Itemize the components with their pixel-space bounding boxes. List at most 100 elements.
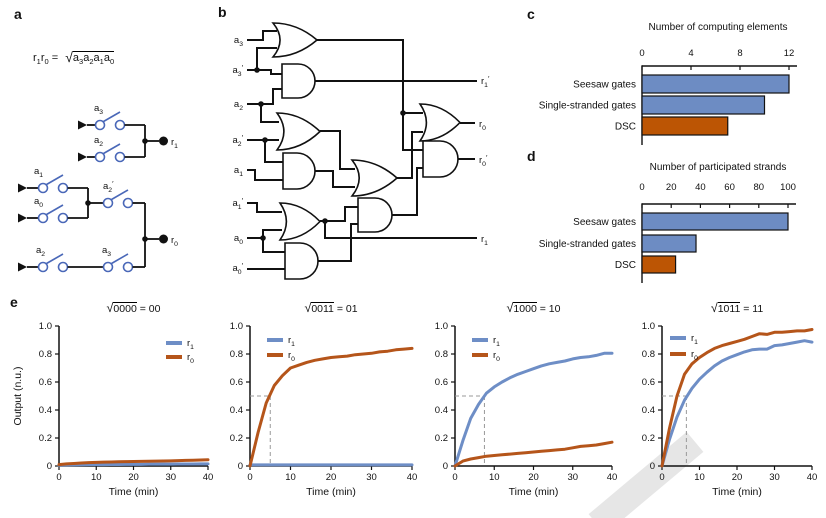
- bar: [641, 234, 697, 253]
- input-arrow-icon: [18, 213, 27, 223]
- and-gate: [422, 140, 459, 178]
- x-tick-label: 20: [666, 182, 677, 193]
- line-chart-sqrt-0000: √0000 = 00 0 0.2 0.4 0.6 0.8 1.0 0 10 20 30 40 Time …: [8, 298, 213, 516]
- series-r1: [453, 351, 614, 468]
- legend-label-r1: r1: [187, 338, 194, 351]
- panel-label-c: c: [527, 6, 535, 22]
- x-tick-label: 20: [128, 472, 139, 483]
- y-tick-label: 0.8: [642, 349, 655, 360]
- output-label-r0: r0: [479, 119, 486, 132]
- y-tick-label: 0.8: [39, 349, 52, 360]
- or-gate: [271, 22, 319, 58]
- x-tick-label: 8: [737, 48, 742, 59]
- plot: 0 0.2 0.4 0.6 0.8 1.0 0 10 20 30 40 Time (min) Outpu…: [12, 321, 213, 498]
- x-tick-label: 10: [285, 472, 296, 483]
- chart-title: √0011 = 01: [304, 301, 358, 315]
- category-label: Single-stranded gates: [539, 239, 636, 250]
- x-tick-label: 40: [695, 182, 706, 193]
- switch-lever: [46, 174, 64, 186]
- switch-lever: [46, 253, 64, 265]
- legend-label-r0: r0: [187, 352, 194, 365]
- category-label: Single-stranded gates: [539, 101, 636, 112]
- wire: [318, 223, 361, 262]
- category-label: DSC: [615, 122, 636, 133]
- bar: [641, 116, 729, 136]
- y-tick-label: 0.6: [230, 377, 243, 388]
- y-tick-label: 0.4: [230, 405, 243, 416]
- legend-label-r1: r1: [288, 335, 295, 348]
- category-label: DSC: [615, 260, 636, 271]
- y-tick-label: 0.6: [642, 377, 655, 388]
- input-label-a2p: a2′: [232, 133, 243, 148]
- wire: [247, 169, 285, 181]
- x-tick-label: 60: [724, 182, 735, 193]
- legend-label-r1: r1: [691, 333, 698, 346]
- panel-label-d: d: [527, 148, 536, 164]
- wire: [317, 39, 426, 151]
- x-tick-label: 0: [639, 182, 644, 193]
- switch-lever: [103, 111, 121, 123]
- switch-contact: [37, 182, 49, 194]
- or-gate: [275, 112, 322, 151]
- input-arrow-icon: [18, 183, 27, 193]
- input-label-a3p: a3′: [232, 63, 243, 78]
- switch-contact: [37, 212, 49, 224]
- y-tick-label: 0.4: [642, 405, 655, 416]
- switch-contact: [94, 119, 106, 131]
- category-label: Seesaw gates: [573, 217, 636, 228]
- input-label-a1p: a1′: [232, 196, 243, 211]
- category-label: Seesaw gates: [573, 80, 636, 91]
- x-tick-label: 30: [769, 472, 780, 483]
- y-tick-label: 0.6: [39, 377, 52, 388]
- and-gate: [357, 197, 393, 233]
- x-tick-label: 10: [694, 472, 705, 483]
- switch-lever: [103, 143, 121, 155]
- wire: [247, 202, 282, 213]
- plot: 0 0.2 0.4 0.6 0.8 1.0 0 10 20 30 40 Time (min) r1 r0: [435, 321, 618, 498]
- bar: [641, 255, 677, 274]
- switch-lever: [46, 204, 64, 216]
- x-tick-label: 100: [780, 182, 796, 193]
- panel-label-a: a: [14, 6, 22, 22]
- x-tick-label: 0: [56, 472, 61, 483]
- y-tick-label: 0.2: [230, 433, 243, 444]
- series-r1: [660, 339, 814, 468]
- switch-label: a3: [94, 103, 103, 116]
- switch-contact: [37, 261, 49, 273]
- x-tick-label: 80: [754, 182, 765, 193]
- switch-label: a2′: [103, 179, 114, 194]
- x-tick-label: 40: [407, 472, 418, 483]
- junction-dot: [254, 67, 260, 73]
- x-tick-label: 0: [247, 472, 252, 483]
- y-tick-label: 0: [47, 461, 52, 472]
- wire: [260, 104, 279, 123]
- bar-chart-participated-strands: Number of participated strands 0 20 40 60 80 1…: [539, 162, 796, 283]
- and-gate: [281, 63, 316, 99]
- wire: [320, 206, 361, 222]
- sqrt-sign: √: [65, 49, 73, 65]
- input-label-a0: a0: [234, 233, 243, 246]
- switch-label: a3: [102, 245, 111, 258]
- wire: [247, 229, 282, 239]
- input-arrow-icon: [78, 152, 87, 162]
- y-tick-label: 0.4: [39, 405, 52, 416]
- y-axis-label: Output (n.u.): [12, 367, 24, 426]
- wire: [397, 131, 423, 179]
- bar: [641, 95, 766, 115]
- series-r0: [453, 440, 614, 468]
- x-tick-label: 30: [567, 472, 578, 483]
- logic-gate-diagram: a3 a3′ a2 a2′ a1 a1′ a0 a0′ r1′ r0 r0′ r1: [232, 22, 490, 280]
- x-axis-label: Time (min): [109, 486, 159, 498]
- chart-title: √1000 = 10: [506, 301, 561, 315]
- switch-label: a2: [36, 245, 45, 258]
- x-tick-label: 30: [366, 472, 377, 483]
- legend-label-r0: r0: [691, 349, 698, 362]
- series-r0: [248, 346, 414, 468]
- x-tick-label: 12: [784, 48, 795, 59]
- x-tick-label: 20: [326, 472, 337, 483]
- wire: [264, 140, 285, 163]
- switch-label: a0: [34, 196, 43, 209]
- and-gate: [284, 242, 319, 280]
- y-tick-label: 0.8: [435, 349, 448, 360]
